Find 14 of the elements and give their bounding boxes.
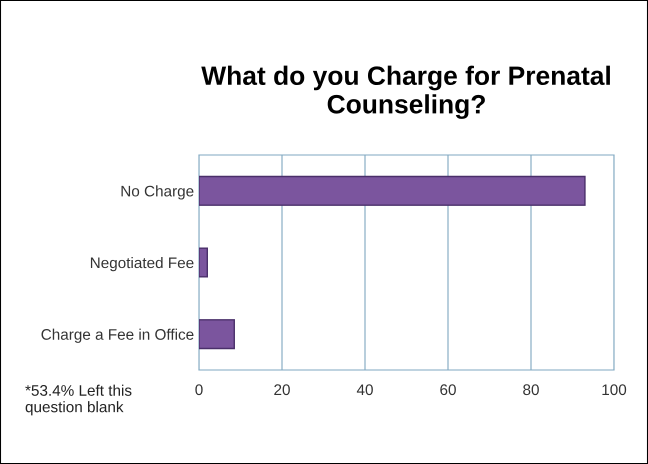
y-tick-label: Charge a Fee in Office [41,328,194,343]
bar [199,319,235,350]
bar [199,247,208,278]
x-tick-label: 40 [356,384,373,396]
x-tick-label: 80 [523,384,539,396]
text: *53.4% Left this question blank [25,384,132,416]
bar [199,176,586,206]
x-tick-label: 60 [440,384,456,396]
x-tick-label: 20 [274,384,290,396]
x-tick-label: 0 [195,384,203,396]
y-tick-label: Negotiated Fee [90,256,194,272]
y-tick-label: No Charge [122,185,194,200]
x-tick-label: 100 [602,384,626,396]
chart-title: What do you Charge for Prenatal Counseling? [201,66,610,119]
